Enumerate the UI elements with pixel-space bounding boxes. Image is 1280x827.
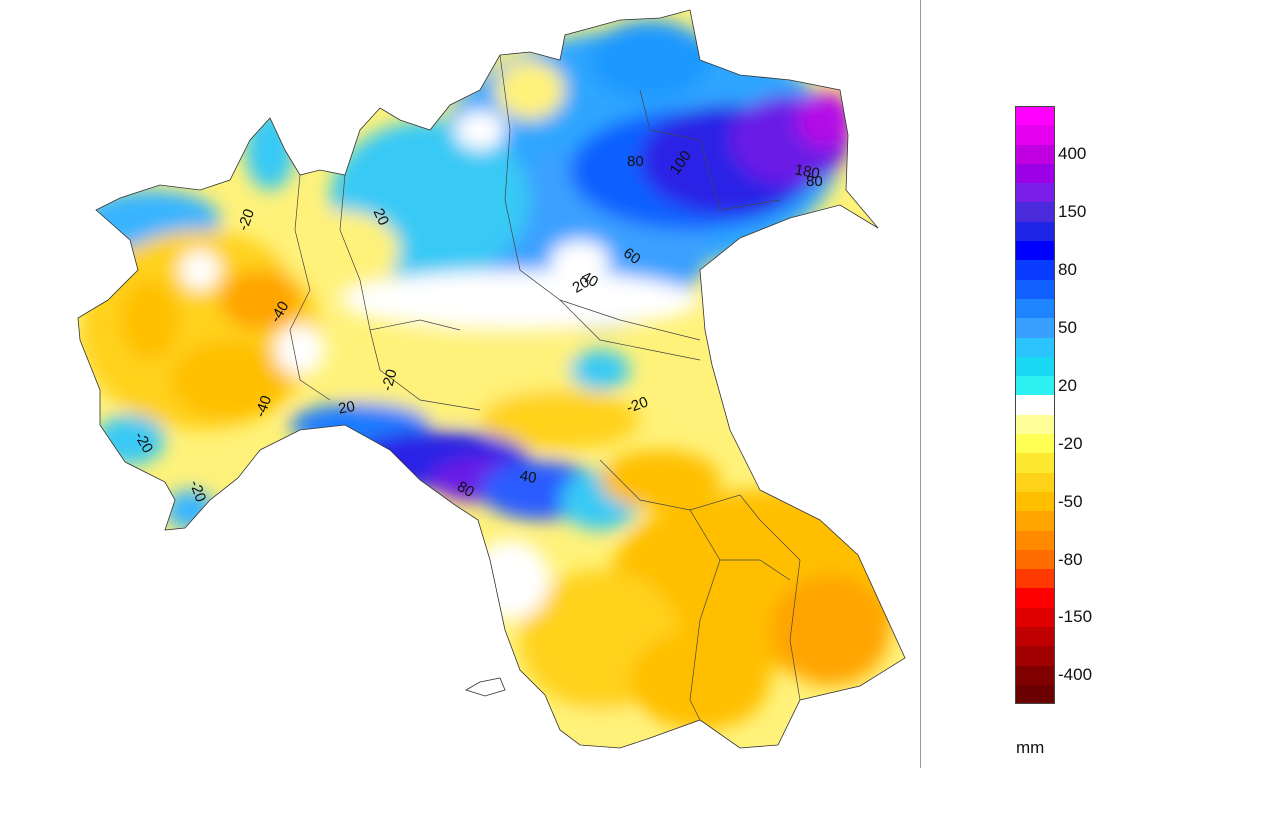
legend-tick-label: -50 [1058,491,1083,511]
contour-label: -20 [186,478,209,504]
legend-swatch [1015,549,1055,570]
internal-borders [289,54,801,721]
island-outline [465,677,506,697]
contour-label: 60 [620,245,643,268]
legend-tick-label: 50 [1058,317,1077,337]
legend-swatch [1015,627,1055,647]
legend-swatch [1015,163,1055,184]
legend-swatch [1015,453,1055,473]
contour-label: 80 [627,153,644,170]
legend-swatch [1015,511,1055,531]
contour-label: 80 [806,173,823,190]
legend-swatch [1015,318,1055,338]
contour-label: 180 [793,161,821,182]
contour-label: -20 [624,393,650,416]
legend-swatch [1015,646,1055,666]
legend-swatch [1015,144,1055,164]
contour-label: 20 [570,274,593,297]
legend-tick-label: 400 [1058,144,1087,164]
contour-label: 80 [454,478,477,501]
legend-swatch [1015,356,1055,377]
color-legend [1015,106,1055,705]
legend-tick-label: -80 [1058,549,1083,569]
legend-swatch [1015,202,1055,222]
contour-label: -20 [379,367,401,392]
panel-divider [920,0,921,768]
legend-swatch [1015,665,1055,685]
legend-swatch [1015,183,1055,203]
contour-label: 20 [370,206,392,228]
legend-swatch [1015,125,1055,145]
legend-swatch [1015,337,1055,357]
legend-tick-label: -20 [1058,433,1083,453]
contour-label: 40 [518,467,537,487]
contour-label: -20 [235,207,258,233]
legend-swatch [1015,221,1055,242]
legend-swatch [1015,530,1055,550]
legend-tick-label: 150 [1058,202,1087,222]
legend-swatch [1015,491,1055,512]
map-canvas: -20 -40 -40 -20 -20 20 20 80 100 60 40 2… [77,9,906,749]
legend-swatch [1015,569,1055,589]
legend-tick-label: -150 [1058,607,1093,627]
legend-swatch [1015,588,1055,608]
legend-swatch [1015,607,1055,628]
legend-swatch [1015,395,1055,415]
legend-tick-label: 20 [1058,375,1077,395]
contour-label: 40 [578,268,601,291]
legend-unit-label: mm [1016,738,1045,757]
precipitation-anomaly-map: -20 -40 -40 -20 -20 20 20 80 100 60 40 2… [77,9,906,749]
legend-swatch [1015,376,1055,396]
legend-tick-label: 80 [1058,260,1077,280]
legend-tick-label: -400 [1058,665,1093,685]
legend-swatch [1015,106,1055,126]
anomaly-field [78,10,905,748]
legend-swatch [1015,434,1055,454]
legend-swatch [1015,298,1055,319]
legend-swatch [1015,684,1055,705]
legend-swatch [1015,472,1055,492]
contour-label: -40 [252,393,275,419]
region-outline [77,9,906,749]
legend-swatch [1015,279,1055,299]
contour-label: 20 [337,398,356,418]
legend-swatch [1015,414,1055,435]
legend-swatch [1015,260,1055,280]
legend-swatch [1015,241,1055,261]
